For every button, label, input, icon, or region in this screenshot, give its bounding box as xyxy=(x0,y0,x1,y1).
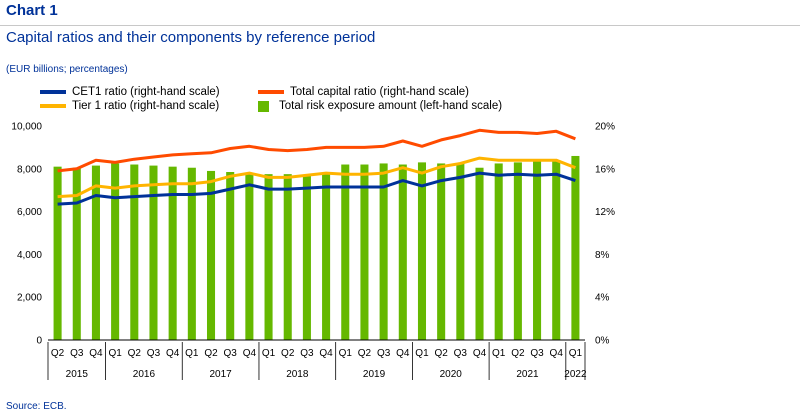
legend-swatch-total-capital xyxy=(258,90,284,94)
trea-bar xyxy=(53,166,62,340)
year-tick-label: 2015 xyxy=(66,369,89,380)
left-axis-tick-label: 10,000 xyxy=(11,122,42,133)
quarter-tick-label: Q2 xyxy=(281,348,295,359)
quarter-tick-label: Q2 xyxy=(128,348,142,359)
trea-bar xyxy=(456,163,465,340)
trea-bar xyxy=(360,164,369,340)
trea-bar xyxy=(513,162,522,340)
right-axis-tick-label: 12% xyxy=(595,207,615,218)
trea-bar xyxy=(341,164,350,340)
trea-bar xyxy=(283,174,292,340)
quarter-tick-label: Q1 xyxy=(185,348,199,359)
quarter-tick-label: Q4 xyxy=(396,348,410,359)
quarter-tick-label: Q3 xyxy=(530,348,544,359)
trea-bar xyxy=(187,167,196,340)
legend-label-trea: Total risk exposure amount (left-hand sc… xyxy=(279,100,503,112)
left-axis-tick-label: 6,000 xyxy=(17,207,42,218)
quarter-tick-label: Q3 xyxy=(454,348,468,359)
trea-bar xyxy=(91,165,100,340)
quarter-tick-label: Q3 xyxy=(377,348,391,359)
legend-swatch-trea xyxy=(258,100,269,112)
right-axis-tick-label: 4% xyxy=(595,293,610,304)
quarter-tick-label: Q2 xyxy=(434,348,448,359)
legend-label-cet1: CET1 ratio (right-hand scale) xyxy=(72,86,220,98)
left-axis-tick-label: 2,000 xyxy=(17,293,42,304)
quarter-tick-label: Q3 xyxy=(224,348,238,359)
legend-label-tier1: Tier 1 ratio (right-hand scale) xyxy=(72,100,220,112)
quarter-tick-label: Q1 xyxy=(339,348,353,359)
trea-bar xyxy=(437,163,446,340)
chart-number: Chart 1 xyxy=(6,2,58,19)
quarter-tick-label: Q3 xyxy=(300,348,314,359)
quarter-tick-label: Q4 xyxy=(89,348,103,359)
year-tick-label: 2022 xyxy=(564,369,587,380)
units-label: (EUR billions; percentages) xyxy=(6,64,128,75)
trea-bar xyxy=(398,164,407,340)
quarter-tick-label: Q1 xyxy=(492,348,506,359)
quarter-tick-label: Q3 xyxy=(70,348,84,359)
right-axis-tick-label: 0% xyxy=(595,336,610,347)
trea-bar xyxy=(130,164,139,340)
trea-bar xyxy=(168,166,177,340)
year-tick-label: 2019 xyxy=(363,369,386,380)
legend-label-total-capital: Total capital ratio (right-hand scale) xyxy=(290,86,469,98)
legend-swatch-tier1 xyxy=(40,104,66,108)
quarter-tick-label: Q2 xyxy=(204,348,218,359)
trea-bar xyxy=(72,167,81,340)
year-tick-label: 2018 xyxy=(286,369,309,380)
trea-bar xyxy=(149,165,158,340)
year-tick-label: 2017 xyxy=(209,369,232,380)
left-axis-tick-label: 8,000 xyxy=(17,164,42,175)
quarter-tick-label: Q1 xyxy=(415,348,429,359)
left-axis-tick-label: 4,000 xyxy=(17,250,42,261)
trea-bar xyxy=(206,170,216,340)
trea-bar xyxy=(494,163,503,340)
quarter-tick-label: Q4 xyxy=(243,348,257,359)
quarter-tick-label: Q1 xyxy=(108,348,122,359)
header-rule xyxy=(0,25,800,26)
trea-bar xyxy=(475,167,484,340)
trea-bar xyxy=(226,172,235,340)
quarter-tick-label: Q4 xyxy=(319,348,333,359)
chart-title: Capital ratios and their components by r… xyxy=(6,29,376,46)
quarter-tick-label: Q1 xyxy=(569,348,583,359)
year-tick-label: 2021 xyxy=(516,369,539,380)
trea-bar xyxy=(111,163,120,340)
quarter-tick-label: Q2 xyxy=(51,348,65,359)
right-axis-tick-label: 8% xyxy=(595,250,610,261)
trea-bar xyxy=(552,160,561,340)
trea-bar xyxy=(302,175,311,340)
quarter-tick-label: Q1 xyxy=(262,348,276,359)
legend-item-tier1: Tier 1 ratio (right-hand scale) xyxy=(40,100,219,112)
left-axis-tick-label: 0 xyxy=(36,336,42,347)
trea-bar xyxy=(379,163,388,340)
quarter-tick-label: Q4 xyxy=(473,348,487,359)
year-tick-label: 2016 xyxy=(133,369,156,380)
quarter-tick-label: Q2 xyxy=(511,348,525,359)
source-note: Source: ECB. xyxy=(6,401,67,412)
series-line-cet1 xyxy=(57,171,576,206)
legend-item-total-capital: Total capital ratio (right-hand scale) xyxy=(258,86,469,98)
quarter-tick-label: Q3 xyxy=(147,348,161,359)
trea-bar xyxy=(533,161,542,340)
legend-item-cet1: CET1 ratio (right-hand scale) xyxy=(40,86,220,98)
right-axis-tick-label: 20% xyxy=(595,122,615,133)
quarter-tick-label: Q4 xyxy=(550,348,564,359)
trea-bar xyxy=(571,155,580,340)
quarter-tick-label: Q2 xyxy=(358,348,372,359)
series-line-tier xyxy=(57,156,576,199)
trea-bar xyxy=(245,173,254,340)
trea-bar xyxy=(264,174,273,340)
legend-swatch-cet1 xyxy=(40,90,66,94)
legend-item-trea: Total risk exposure amount (left-hand sc… xyxy=(250,100,502,112)
year-tick-label: 2020 xyxy=(440,369,463,380)
right-axis-tick-label: 16% xyxy=(595,164,615,175)
trea-bar xyxy=(322,173,331,340)
quarter-tick-label: Q4 xyxy=(166,348,180,359)
trea-bar xyxy=(417,162,427,340)
series-line-total xyxy=(57,128,576,173)
